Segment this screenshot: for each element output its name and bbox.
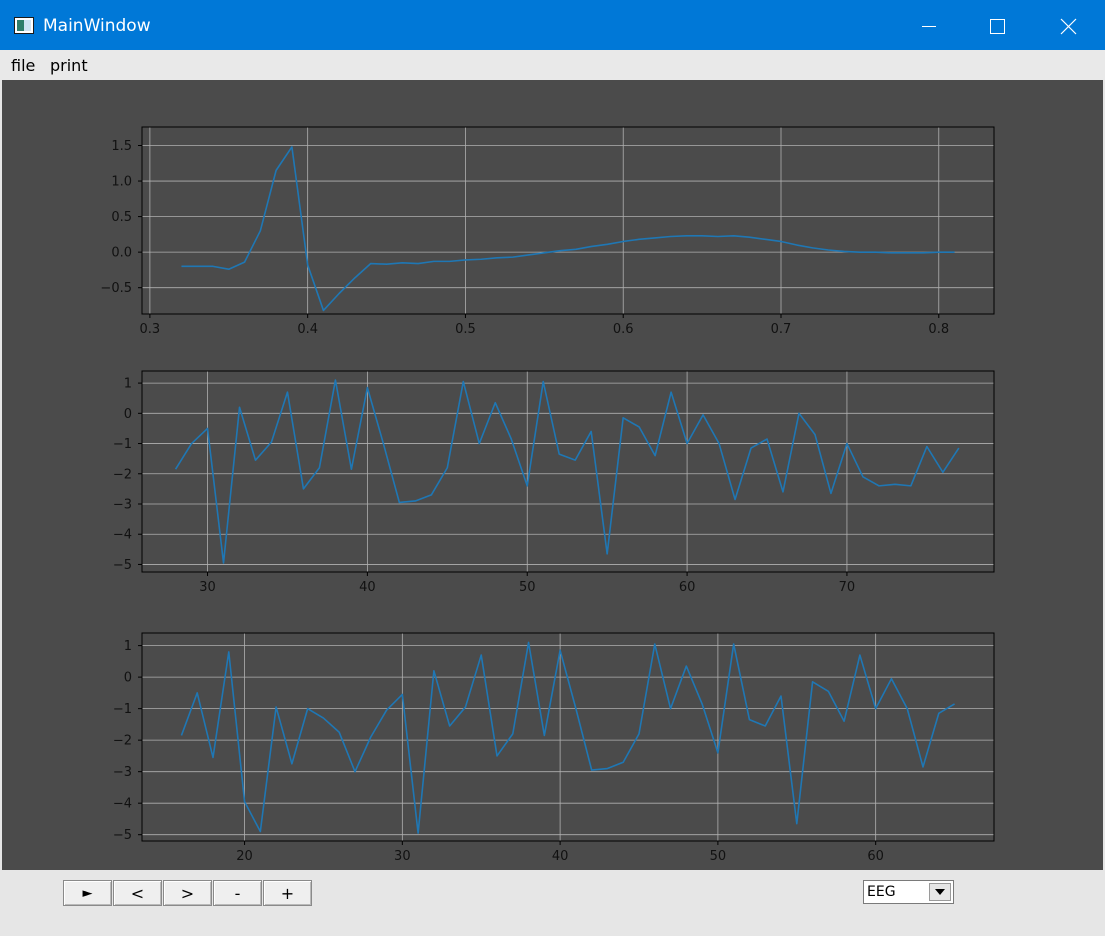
chart-2-y-tick-label: 0 [124, 407, 132, 422]
chart-1-x-tick-label: 0.4 [297, 322, 318, 337]
chart-2-x-tick-label: 60 [679, 580, 696, 595]
chart-2-series-line [174, 379, 960, 564]
chart-2-y-tick-label: −5 [113, 558, 132, 573]
chart-3: 20 30 40 50 60 −5 −4 −3 −2 −1 0 1 [113, 632, 995, 864]
chart-1-series-line [181, 146, 955, 312]
chart-1-y-tick-label: 0.0 [111, 246, 132, 261]
previous-button[interactable]: < [113, 880, 162, 906]
channel-select[interactable]: EEG [863, 880, 954, 904]
chart-2-x-tick-label: 70 [839, 580, 856, 595]
chart-2-x-tick-label: 30 [199, 580, 216, 595]
chart-3-x-tick-label: 20 [236, 849, 253, 864]
chart-2-x-tick-label: 50 [519, 580, 536, 595]
title-bar: MainWindow [0, 0, 1105, 50]
menu-file[interactable]: file [11, 56, 36, 75]
chart-3-y-tick-label: 1 [124, 639, 132, 654]
window-title: MainWindow [43, 16, 151, 36]
chart-1-y-tick-label: 0.5 [111, 210, 132, 225]
close-button[interactable] [1034, 0, 1104, 50]
plot-figure: 0.3 0.4 0.5 0.6 0.7 0.8 −0.5 0.0 0.5 1.0 1.5 30 40 50… [100, 126, 995, 864]
play-button[interactable]: ► [63, 880, 112, 906]
chart-3-x-tick-label: 40 [552, 849, 569, 864]
next-button[interactable]: > [163, 880, 212, 906]
chart-1-y-tick-label: −0.5 [100, 281, 132, 296]
plot-canvas: 0.3 0.4 0.5 0.6 0.7 0.8 −0.5 0.0 0.5 1.0 1.5 30 40 50… [2, 80, 1103, 870]
zoom-out-button[interactable]: - [213, 880, 262, 906]
minimize-button[interactable] [894, 0, 964, 50]
chart-2-x-tick-label: 40 [359, 580, 376, 595]
chart-3-x-tick-label: 30 [394, 849, 411, 864]
chart-1-x-tick-label: 0.8 [928, 322, 949, 337]
maximize-button[interactable] [963, 0, 1033, 50]
chart-2: 30 40 50 60 70 −5 −4 −3 −2 −1 0 1 [113, 370, 995, 595]
dropdown-arrow-button[interactable] [929, 883, 951, 901]
chart-1: 0.3 0.4 0.5 0.6 0.7 0.8 −0.5 0.0 0.5 1.0 1.5 [100, 126, 995, 337]
chart-1-axes-frame [141, 126, 995, 315]
chart-2-y-tick-label: −4 [113, 528, 132, 543]
chart-3-y-tick-label: −2 [113, 734, 132, 749]
chart-1-x-tick-label: 0.3 [140, 322, 161, 337]
chart-3-axes-frame [141, 632, 995, 842]
menu-print[interactable]: print [50, 56, 88, 75]
chart-2-y-tick-label: −2 [113, 467, 132, 482]
chart-2-y-tick-label: 1 [124, 377, 132, 392]
chart-3-y-tick-label: −3 [113, 765, 132, 780]
maximize-icon [990, 19, 1005, 34]
menu-bar: file print [0, 50, 1105, 80]
chart-2-y-tick-label: −1 [113, 437, 132, 452]
chart-3-y-tick-label: 0 [124, 671, 132, 686]
close-icon [1060, 18, 1077, 35]
chart-3-x-tick-label: 60 [867, 849, 884, 864]
chart-1-x-tick-label: 0.5 [455, 322, 476, 337]
chart-1-y-tick-label: 1.0 [111, 175, 132, 190]
chart-2-axes-frame [141, 370, 995, 573]
chart-1-x-tick-label: 0.7 [771, 322, 792, 337]
chart-3-y-tick-label: −5 [113, 828, 132, 843]
chart-3-y-tick-label: −1 [113, 702, 132, 717]
minimize-icon [922, 26, 936, 27]
chart-1-y-tick-label: 1.5 [111, 139, 132, 154]
chevron-down-icon [935, 889, 945, 895]
zoom-in-button[interactable]: + [263, 880, 312, 906]
app-icon [14, 17, 34, 34]
chart-2-y-tick-label: −3 [113, 497, 132, 512]
channel-select-value: EEG [867, 884, 896, 900]
chart-3-series-line [180, 641, 955, 834]
chart-3-y-tick-label: −4 [113, 797, 132, 812]
chart-1-x-tick-label: 0.6 [613, 322, 634, 337]
chart-3-x-tick-label: 50 [710, 849, 727, 864]
